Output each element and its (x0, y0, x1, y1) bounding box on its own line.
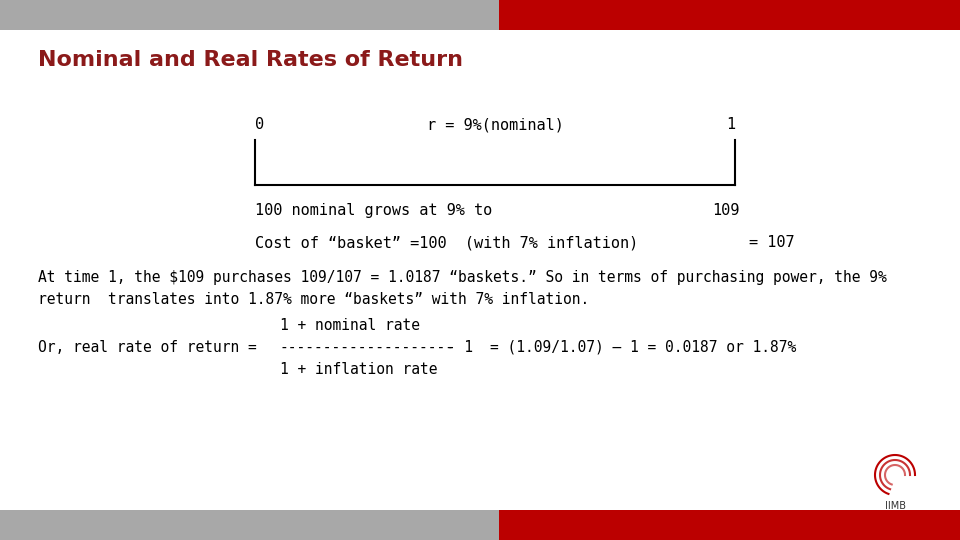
Text: - 1: - 1 (438, 340, 473, 355)
Text: 100 nominal grows at 9% to: 100 nominal grows at 9% to (255, 203, 492, 218)
Text: return  translates into 1.87% more “baskets” with 7% inflation.: return translates into 1.87% more “baske… (38, 292, 589, 307)
Text: At time 1, the $109 purchases 109/107 = 1.0187 “baskets.” So in terms of purchas: At time 1, the $109 purchases 109/107 = … (38, 270, 887, 285)
Text: 109: 109 (712, 203, 740, 218)
Text: 0: 0 (255, 117, 264, 132)
Bar (499, 510, 960, 540)
Text: --------------------: -------------------- (280, 340, 455, 355)
Text: Or, real rate of return =: Or, real rate of return = (38, 340, 266, 355)
Text: IIMB: IIMB (884, 501, 905, 511)
Text: 1: 1 (726, 117, 735, 132)
Bar (499, 0, 960, 30)
Text: 1 + inflation rate: 1 + inflation rate (280, 362, 438, 377)
Text: Cost of “basket” =100  (with 7% inflation): Cost of “basket” =100 (with 7% inflation… (255, 235, 638, 250)
Text: 1 + nominal rate: 1 + nominal rate (280, 318, 420, 333)
Bar (0, 510, 499, 540)
Text: = 107: = 107 (750, 235, 795, 250)
Text: = (1.09/1.07) – 1 = 0.0187 or 1.87%: = (1.09/1.07) – 1 = 0.0187 or 1.87% (490, 340, 796, 355)
Text: r = 9%(nominal): r = 9%(nominal) (426, 117, 564, 132)
Bar (0, 0, 499, 30)
Text: Nominal and Real Rates of Return: Nominal and Real Rates of Return (38, 50, 463, 70)
